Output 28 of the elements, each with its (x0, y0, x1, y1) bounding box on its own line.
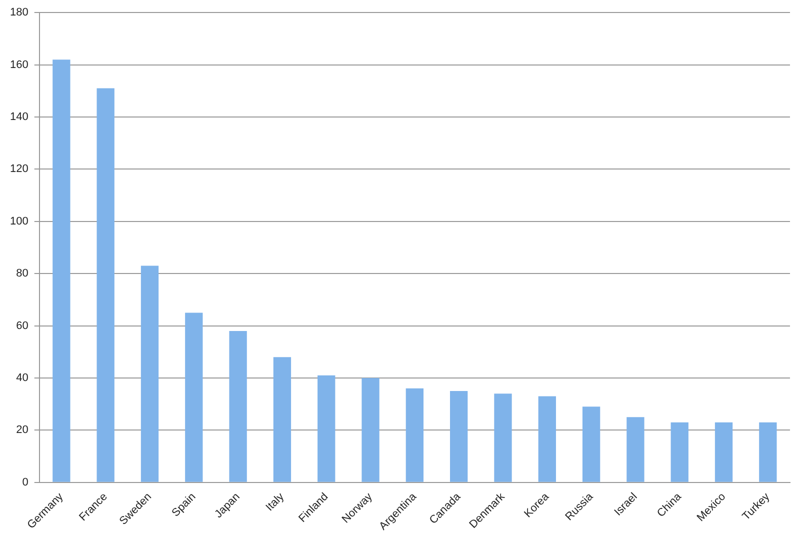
x-tick-label: Italy (264, 490, 287, 514)
bar (714, 422, 733, 482)
bar (450, 391, 468, 482)
y-tick-label: 180 (10, 6, 28, 19)
bar (140, 266, 159, 482)
bar (362, 378, 380, 482)
bar (494, 394, 512, 482)
y-tick-label: 0 (22, 476, 28, 488)
y-tick-label: 120 (10, 163, 28, 176)
bar (406, 388, 424, 482)
bar (229, 331, 247, 482)
y-tick-label: 160 (10, 58, 28, 71)
bar (96, 88, 114, 482)
y-tick-label: 60 (16, 320, 28, 332)
y-tick-label: 100 (10, 215, 28, 228)
y-tick-label: 40 (16, 372, 28, 384)
y-tick-label: 140 (10, 111, 28, 124)
bar (185, 312, 203, 482)
bar (670, 422, 688, 482)
bar (759, 422, 777, 482)
bar (582, 406, 600, 482)
y-tick-label: 20 (16, 424, 28, 436)
bar (273, 357, 292, 482)
bar (626, 417, 644, 482)
y-tick-label: 80 (16, 268, 28, 280)
bar (52, 60, 70, 482)
bar (538, 396, 556, 482)
bar (318, 375, 336, 482)
